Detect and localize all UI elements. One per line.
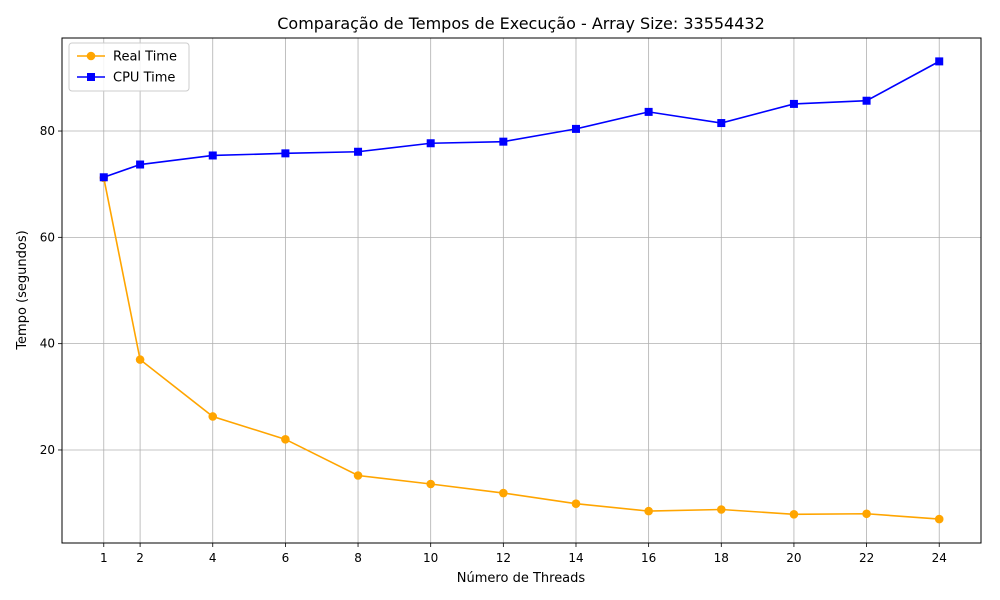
x-tick-label: 16 <box>641 551 656 565</box>
real-time-point <box>789 509 799 519</box>
x-tick-label: 10 <box>423 551 438 565</box>
x-tick-label: 1 <box>100 551 108 565</box>
x-tick-label: 20 <box>786 551 801 565</box>
x-tick-label: 22 <box>859 551 874 565</box>
legend-cpu-time-swatch-marker <box>87 73 95 81</box>
y-tick-label: 60 <box>40 230 55 244</box>
x-tick-label: 6 <box>282 551 290 565</box>
cpu-time-point <box>789 99 798 108</box>
real-time-point <box>135 355 145 364</box>
real-time-point <box>426 479 435 489</box>
x-tick-label: 18 <box>714 551 729 565</box>
chart-title: Comparação de Tempos de Execução - Array… <box>277 14 765 33</box>
cpu-time-point <box>935 57 944 66</box>
x-tick-label: 24 <box>932 551 947 565</box>
series-layer <box>99 57 944 524</box>
legend-real-time-label: Real Time <box>113 50 177 65</box>
cpu-time-point <box>499 137 508 146</box>
x-tick-label: 4 <box>209 551 217 565</box>
real-time-point <box>716 505 726 514</box>
real-time-point <box>934 514 944 524</box>
cpu-time-point <box>354 147 363 156</box>
grid <box>62 38 981 543</box>
y-axis-label: Tempo (segundos) <box>15 230 30 350</box>
x-axis-label: Número de Threads <box>457 571 586 586</box>
y-tick-label: 20 <box>40 443 55 457</box>
real-time-point <box>353 471 363 480</box>
cpu-time-point <box>136 160 145 169</box>
x-tick-label: 8 <box>354 551 362 565</box>
cpu-time-point <box>281 149 290 158</box>
real-time-point <box>644 506 653 516</box>
x-tick-label: 2 <box>136 551 144 565</box>
x-tick-label: 14 <box>568 551 583 565</box>
real-time-point <box>499 488 508 498</box>
real-time-point <box>208 412 218 421</box>
cpu-time-point <box>426 139 435 148</box>
real-time-point <box>571 499 581 508</box>
cpu-time-point <box>644 107 653 116</box>
y-tick-label: 40 <box>40 337 55 351</box>
plot-frame <box>61 37 982 544</box>
y-tick-label: 80 <box>40 124 55 138</box>
legend-box <box>68 42 190 92</box>
cpu-time-point <box>862 96 871 105</box>
legend-cpu-time-label: CPU Time <box>113 71 175 86</box>
real-time-point <box>862 509 871 519</box>
real-time-point <box>281 435 290 444</box>
cpu-time-point <box>571 124 580 133</box>
cpu-time-point <box>99 173 108 182</box>
cpu-time-point <box>717 119 726 128</box>
cpu-time-point <box>208 151 217 160</box>
x-tick-label: 12 <box>496 551 511 565</box>
legend-real-time-swatch-marker <box>86 51 96 61</box>
legend: Real Time CPU Time <box>68 42 190 92</box>
